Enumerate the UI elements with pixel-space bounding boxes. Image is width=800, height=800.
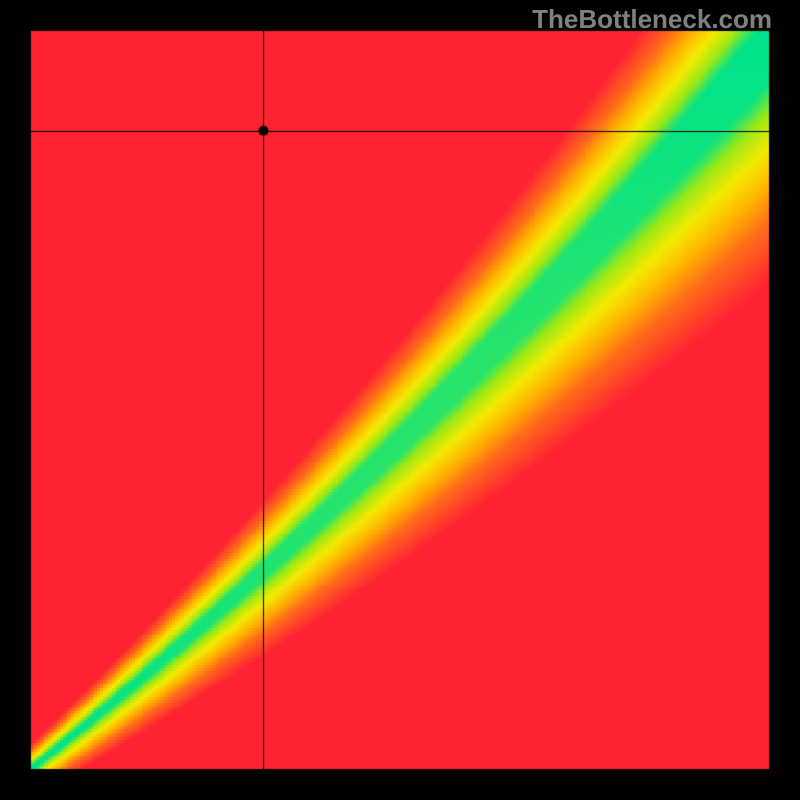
bottleneck-heatmap-canvas [0,0,800,800]
root-container: TheBottleneck.com [0,0,800,800]
